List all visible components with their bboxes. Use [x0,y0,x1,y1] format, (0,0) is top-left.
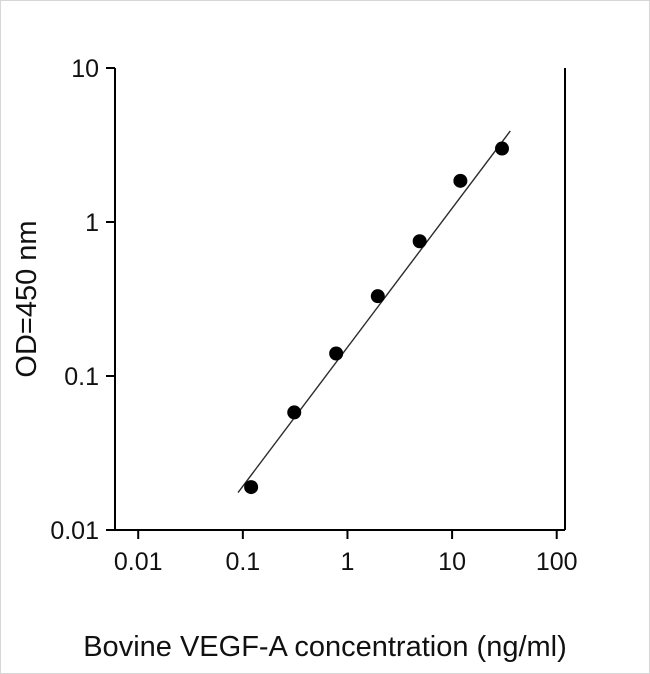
data-point-marker [244,480,259,495]
x-tick-label: 10 [438,548,466,576]
y-tick-label: 0.01 [50,517,99,545]
y-tick-label: 0.1 [64,363,99,391]
y-axis-label: OD=450 nm [11,220,43,377]
plot-area: 0.01 0.1 1 10 100 0.01 0.1 1 10 [50,55,577,576]
x-tick-label: 0.01 [114,548,163,576]
x-tick-label: 0.1 [225,548,260,576]
data-point-marker [329,346,344,361]
fit-line [237,130,511,493]
x-axis-label: Bovine VEGF-A concentration (ng/ml) [83,631,567,663]
y-tick-label: 1 [85,209,99,237]
data-point-marker [412,234,427,249]
data-point-marker [287,405,302,420]
data-point-marker [453,173,468,188]
data-point-marker [495,141,510,156]
x-tick-label: 1 [341,548,355,576]
y-tick-label: 10 [71,55,99,83]
x-tick-label: 100 [536,548,578,576]
data-point-marker [370,289,385,304]
